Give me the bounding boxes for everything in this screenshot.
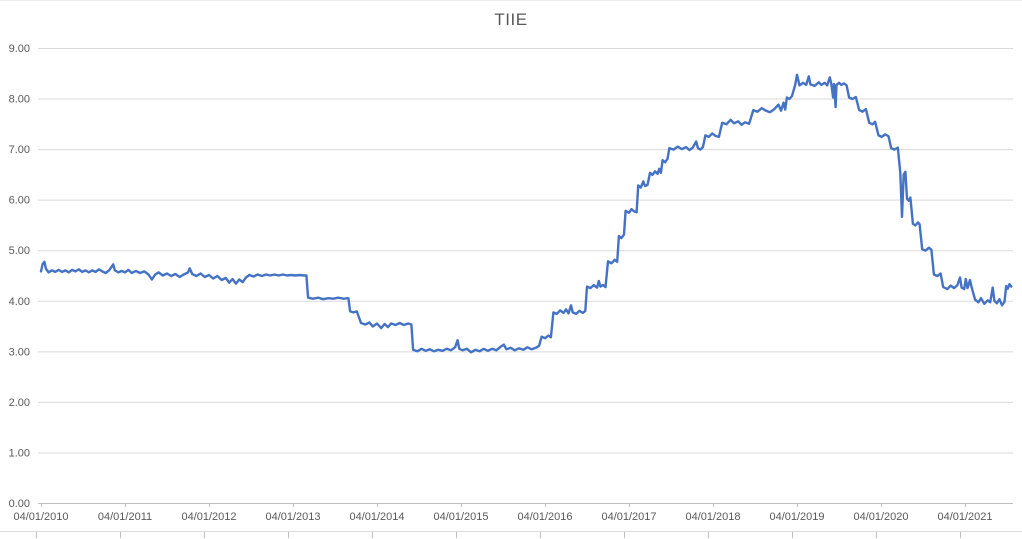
x-axis-label: 04/01/2011 [98,511,152,523]
x-axis-label: 04/01/2018 [685,511,740,523]
x-axis-label: 04/01/2010 [13,511,68,523]
y-axis-label: 5.00 [9,245,30,257]
y-axis-label: 0.00 [9,498,30,510]
y-axis-label: 7.00 [9,144,30,156]
x-axis-label: 04/01/2021 [937,511,992,523]
x-axis-label: 04/01/2019 [769,511,824,523]
x-axis-label: 04/01/2013 [265,511,320,523]
series-line-tiie [39,73,1013,354]
y-axis-label: 2.00 [9,397,30,409]
y-axis-label: 1.00 [9,447,30,459]
y-axis-label: 4.00 [9,296,30,308]
y-axis-label: 3.00 [9,346,30,358]
x-axis-label: 04/01/2016 [517,511,572,523]
x-axis-label: 04/01/2014 [349,511,404,523]
x-axis-label: 04/01/2015 [433,511,488,523]
y-axis-label: 9.00 [9,43,30,55]
x-axis-label: 04/01/2017 [601,511,656,523]
x-axis-label: 04/01/2012 [181,511,236,523]
y-axis-label: 6.00 [9,195,30,207]
y-axis-label: 8.00 [9,94,30,106]
chart-title: TIIE [494,10,528,29]
x-axis-label: 04/01/2020 [853,511,908,523]
